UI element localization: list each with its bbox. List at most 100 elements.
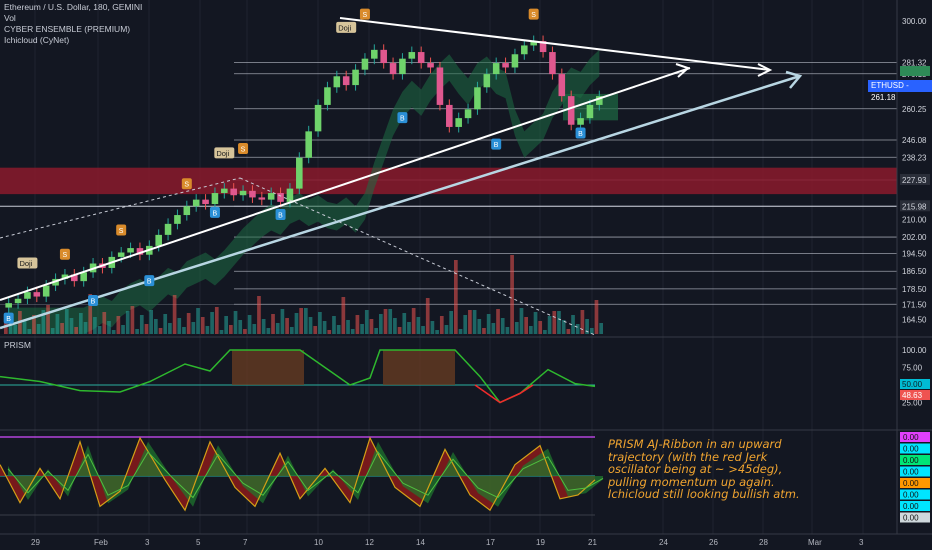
volume-bar xyxy=(41,310,46,334)
volume-bar xyxy=(32,315,36,334)
candle-body xyxy=(474,87,481,110)
buy-marker xyxy=(491,138,502,150)
ribbon-value-label: 0.00 xyxy=(903,502,919,511)
volume-bar xyxy=(449,311,453,334)
volume-bar xyxy=(247,315,252,334)
candle-body xyxy=(127,248,134,253)
volume-bar xyxy=(486,314,491,334)
buy-marker-label: B xyxy=(147,279,152,286)
volume-bar xyxy=(294,313,299,334)
candle-body xyxy=(249,190,256,198)
ribbon-value-tag xyxy=(900,478,930,488)
doji-marker-label: Doji xyxy=(216,149,229,158)
candle-body xyxy=(258,197,266,200)
price-tick-label: 246.08 xyxy=(902,136,927,145)
prism-jerk-segment xyxy=(474,384,534,404)
volume-bar xyxy=(154,319,158,334)
volume-bar xyxy=(439,316,444,334)
candle-body xyxy=(352,69,359,86)
price-level-tag xyxy=(900,200,930,212)
prism-value-tag xyxy=(900,390,930,400)
volume-bar xyxy=(121,325,125,334)
buy-marker-label: B xyxy=(212,210,217,217)
volume-bar xyxy=(318,312,322,334)
volume-bar xyxy=(102,312,107,334)
ribbon-value-label: 0.00 xyxy=(903,479,919,488)
candle-body xyxy=(42,285,50,297)
candle-body xyxy=(221,188,228,194)
candle-body xyxy=(464,109,472,119)
volume-bar xyxy=(454,260,458,334)
time-tick-label: 29 xyxy=(31,538,40,547)
candle-body xyxy=(483,74,491,88)
volume-bar xyxy=(566,329,571,334)
volume-bar xyxy=(229,325,233,334)
buy-marker-label: B xyxy=(6,316,11,323)
dashed-trendline xyxy=(239,177,596,336)
buy-marker-label: B xyxy=(91,298,96,305)
doji-marker xyxy=(17,257,38,269)
sell-marker xyxy=(528,8,539,20)
price-tick-label: 210.00 xyxy=(902,215,927,224)
candle-body xyxy=(408,52,416,59)
price-tick-label: 281.32 xyxy=(902,58,927,67)
volume-bar xyxy=(280,309,285,334)
time-tick-label: 17 xyxy=(486,538,495,547)
volume-bar xyxy=(158,328,163,334)
volume-bar xyxy=(346,320,350,334)
prism-tick-label: 75.00 xyxy=(902,364,923,373)
candle-body xyxy=(417,52,425,64)
legend-volume[interactable]: Vol xyxy=(4,13,16,23)
volume-bar xyxy=(393,318,397,334)
volume-bar xyxy=(379,314,383,334)
volume-bar xyxy=(332,316,336,334)
prism-overbought-zone xyxy=(232,350,304,385)
candle-body xyxy=(24,292,31,299)
candle-body xyxy=(427,63,434,68)
candle-body xyxy=(277,193,284,202)
time-tick-label: Mar xyxy=(808,538,822,547)
price-tick-label: 238.23 xyxy=(902,153,927,162)
volume-bar xyxy=(388,309,393,334)
ribbon-value-label: 0.00 xyxy=(903,456,919,465)
time-tick-label: 19 xyxy=(536,538,545,547)
volume-bar xyxy=(64,309,69,334)
candle-body xyxy=(596,96,603,105)
sell-marker xyxy=(116,224,127,236)
volume-bar xyxy=(97,326,102,334)
time-tick-label: 21 xyxy=(588,538,597,547)
arrowhead xyxy=(785,70,803,89)
volume-bar xyxy=(50,328,55,334)
symbol-title[interactable]: Ethereum / U.S. Dollar, 180, GEMINI xyxy=(4,2,143,12)
volume-bar xyxy=(83,322,88,334)
candle-body xyxy=(183,206,191,216)
candle-body xyxy=(192,199,200,207)
volume-bar xyxy=(514,322,519,334)
volume-bar xyxy=(327,330,332,334)
legend-ichicloud[interactable]: Ichicloud (CyNet) xyxy=(4,35,70,45)
candle-body xyxy=(61,274,69,279)
candle-body xyxy=(230,188,237,196)
sell-marker xyxy=(238,142,249,154)
volume-bar xyxy=(557,311,561,334)
volume-bar xyxy=(13,325,18,334)
legend-cyber-ensemble[interactable]: CYBER ENSEMBLE (PREMIUM) xyxy=(4,24,131,34)
volume-bar xyxy=(313,326,318,334)
prism-tick-label: 25.00 xyxy=(902,399,923,408)
ribbon-value-tag xyxy=(900,443,930,454)
candle-body xyxy=(80,272,87,282)
price-tag-green xyxy=(900,66,930,76)
volume-bar xyxy=(482,328,486,334)
volume-bar xyxy=(196,308,200,334)
volume-bar xyxy=(168,323,172,334)
volume-bar xyxy=(336,325,341,334)
last-price-tag: ETHUSD - 261.18 xyxy=(868,80,932,102)
volume-bar xyxy=(552,311,557,334)
volume-bar xyxy=(304,308,308,334)
volume-bar xyxy=(111,330,116,334)
candle-body xyxy=(202,199,209,205)
prism-pane-label[interactable]: PRISM xyxy=(4,340,31,350)
volume-bar xyxy=(524,317,528,334)
volume-bar xyxy=(561,320,566,334)
